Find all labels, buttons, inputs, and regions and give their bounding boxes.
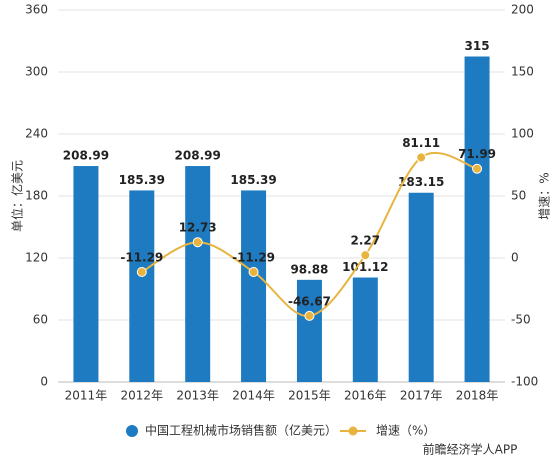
growth-value-label: -11.29 <box>120 250 163 264</box>
y2-tick-label: -50 <box>511 313 531 327</box>
growth-point <box>248 266 259 277</box>
bar <box>408 192 434 382</box>
x-tick-label: 2017年 <box>400 389 443 403</box>
growth-value-label: 2.27 <box>351 234 381 248</box>
x-tick-label: 2012年 <box>121 389 164 403</box>
y-tick-label: 180 <box>25 189 48 203</box>
x-tick-label: 2015年 <box>288 389 331 403</box>
legend-label: 增速（%） <box>376 424 435 438</box>
legend-label: 中国工程机械市场销售额（亿美元） <box>145 423 337 438</box>
bar <box>129 190 155 382</box>
growth-point <box>360 250 371 261</box>
bar-value-label: 315 <box>465 39 490 53</box>
growth-value-label: -46.67 <box>288 294 331 308</box>
y2-tick-label: 100 <box>511 127 534 141</box>
bar <box>352 277 378 382</box>
bar-value-label: 208.99 <box>175 149 221 163</box>
x-tick-label: 2016年 <box>344 389 387 403</box>
bar-value-label: 185.39 <box>119 173 165 187</box>
growth-point <box>472 163 483 174</box>
bar <box>185 166 211 382</box>
y2-axis-label: 增速：% <box>538 172 552 219</box>
y2-tick-label: 150 <box>511 65 534 79</box>
bar <box>241 190 267 382</box>
x-tick-label: 2011年 <box>65 389 108 403</box>
bar <box>464 56 490 382</box>
growth-point <box>416 152 427 163</box>
y-tick-label: 300 <box>25 65 48 79</box>
y-axis-label: 单位：亿美元 <box>10 160 25 232</box>
watermark: 前瞻经济学人APP <box>423 442 518 457</box>
bar-value-label: 183.15 <box>398 175 444 189</box>
legend-swatch <box>126 425 138 437</box>
y-tick-label: 0 <box>40 375 48 389</box>
x-tick-label: 2013年 <box>176 389 219 403</box>
y2-tick-label: 200 <box>511 3 534 17</box>
bar <box>73 166 99 382</box>
bar-value-label: 101.12 <box>342 260 388 274</box>
growth-value-label: -11.29 <box>232 250 275 264</box>
growth-point <box>136 266 147 277</box>
bar-value-label: 208.99 <box>63 149 109 163</box>
y-tick-label: 360 <box>25 3 48 17</box>
growth-value-label: 81.11 <box>402 136 440 150</box>
bar-value-label: 98.88 <box>290 262 328 276</box>
y2-tick-label: -100 <box>511 375 538 389</box>
growth-value-label: 71.99 <box>458 147 496 161</box>
growth-point <box>192 237 203 248</box>
bar <box>296 279 322 382</box>
bar-value-label: 185.39 <box>230 173 276 187</box>
x-tick-label: 2018年 <box>456 389 499 403</box>
growth-value-label: 12.73 <box>179 221 217 235</box>
y-tick-label: 60 <box>33 313 48 327</box>
legend-swatch <box>348 426 358 436</box>
y-tick-label: 120 <box>25 251 48 265</box>
y2-tick-label: 0 <box>511 251 519 265</box>
y-tick-label: 240 <box>25 127 48 141</box>
y2-tick-label: 50 <box>511 189 526 203</box>
x-tick-label: 2014年 <box>232 389 275 403</box>
growth-point <box>304 310 315 321</box>
